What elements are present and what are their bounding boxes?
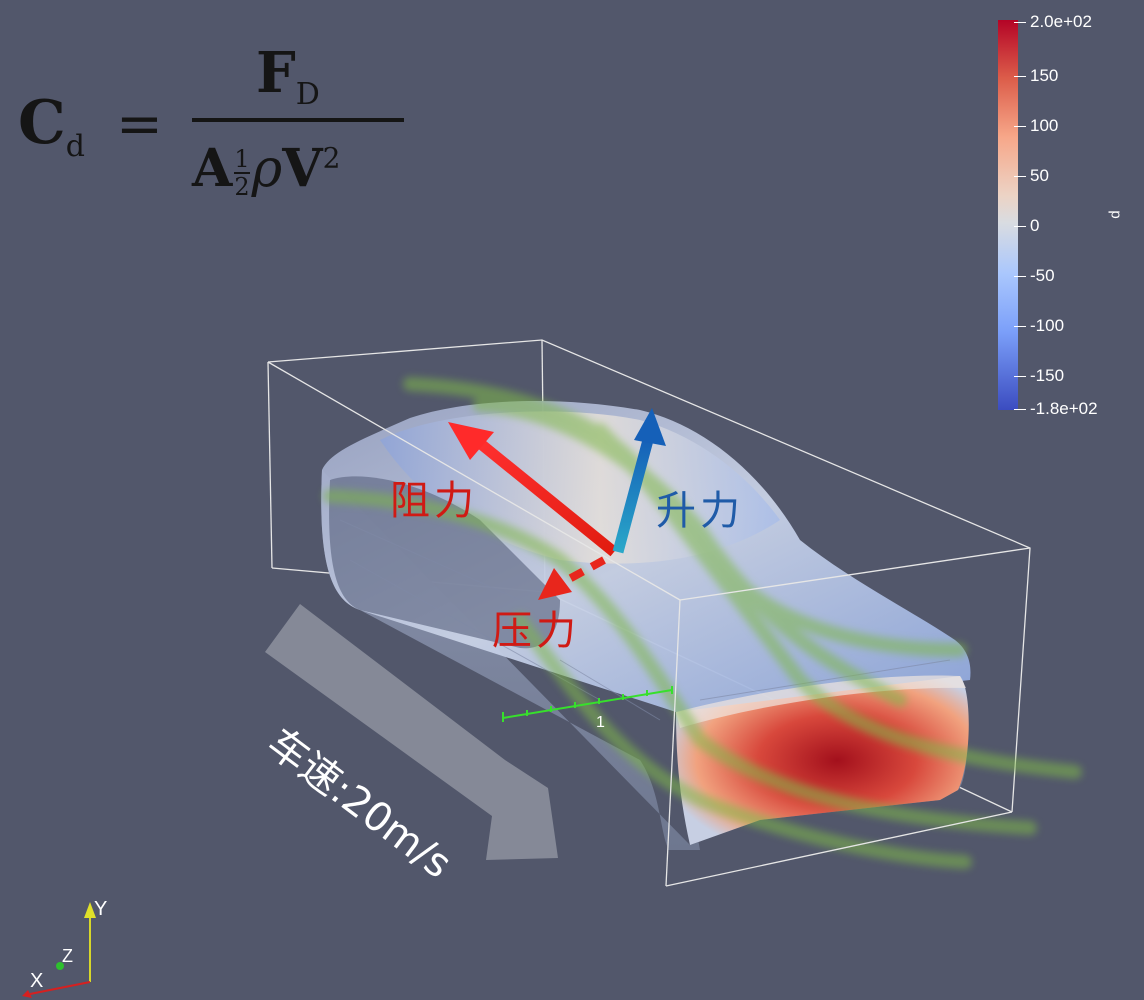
axis-y-label: Y [94, 898, 108, 920]
formula-equals: = [116, 92, 163, 157]
streamlines [323, 377, 1082, 869]
formula-fraction-bar [192, 118, 404, 122]
colorbar-tick [1014, 76, 1026, 77]
colorbar-tick [1014, 22, 1026, 23]
colorbar-title: p [1107, 210, 1125, 219]
formula-denominator: A 1 2 ρV2 [192, 138, 341, 201]
colorbar-tick [1014, 376, 1026, 377]
colorbar-tick [1014, 226, 1026, 227]
colorbar [998, 20, 1018, 410]
pressure-label: 压力 [492, 608, 580, 654]
colorbar-label: -1.8e+02 [1030, 399, 1098, 418]
formula-numerator: FD [256, 40, 320, 113]
colorbar-tick [1014, 176, 1026, 177]
orientation-axes [22, 902, 96, 998]
colorbar-label: 50 [1030, 166, 1049, 185]
scale-ruler [502, 686, 673, 722]
colorbar-tick [1014, 326, 1026, 327]
speed-arrow [265, 604, 558, 860]
formula-lhs: Cd [18, 88, 85, 164]
colorbar-label: 100 [1030, 116, 1059, 135]
colorbar-label: 0 [1030, 216, 1040, 235]
drag-label: 阻力 [390, 478, 478, 524]
axis-x-label: X [30, 970, 44, 992]
drag-coefficient-formula: Cd = FD A 1 2 ρV2 [14, 40, 434, 220]
axis-z-label: Z [62, 946, 73, 966]
colorbar-label: -100 [1030, 316, 1065, 335]
lift-label: 升力 [656, 488, 744, 534]
drag-force-arrow [448, 422, 618, 557]
bounding-box-front [267, 361, 1031, 887]
pressure-force-arrow [538, 556, 606, 600]
colorbar-label: -50 [1030, 266, 1055, 285]
lift-force-arrow [612, 408, 666, 554]
colorbar-label: 150 [1030, 66, 1059, 85]
colorbar-tick [1014, 409, 1026, 410]
colorbar-tick [1014, 126, 1026, 127]
colorbar-tick [1014, 276, 1026, 277]
ruler-label: 1 [596, 714, 605, 731]
car-model [321, 400, 971, 850]
colorbar-label: -150 [1030, 366, 1065, 385]
colorbar-label: 2.0e+02 [1030, 12, 1092, 31]
